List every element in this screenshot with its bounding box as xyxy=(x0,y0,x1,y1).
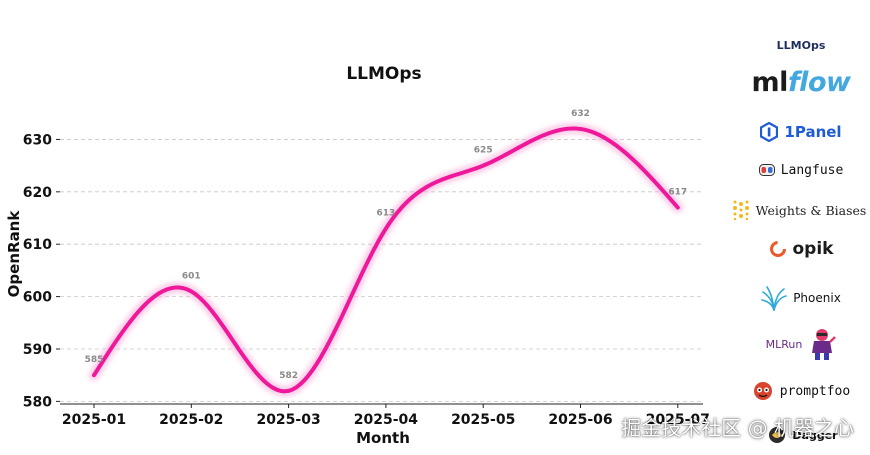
y-tick-label: 610 xyxy=(23,237,52,253)
logo-dagger: Dagger xyxy=(763,424,843,446)
x-tick-label: 2025-04 xyxy=(354,412,419,428)
x-tick-label: 2025-07 xyxy=(646,412,710,428)
logo-llmops-header: LLMOps xyxy=(776,38,826,52)
langfuse-icon xyxy=(758,164,775,176)
dagger-icon xyxy=(769,427,786,443)
data-label: 582 xyxy=(279,371,298,381)
y-tick-label: 580 xyxy=(23,394,52,410)
y-tick-label: 590 xyxy=(23,342,52,358)
x-tick-label: 2025-05 xyxy=(451,412,515,428)
y-tick-label: 620 xyxy=(23,185,52,201)
x-tick-label: 2025-06 xyxy=(548,412,612,428)
logo-1panel: 1Panel xyxy=(733,120,869,144)
data-label: 613 xyxy=(377,208,396,218)
data-label: 601 xyxy=(182,271,201,281)
opik-ring-icon xyxy=(769,241,786,257)
logo-mlflow: mlflow xyxy=(733,62,869,102)
x-tick-label: 2025-03 xyxy=(256,412,320,428)
axes xyxy=(56,138,703,408)
mlrun-mascot-icon xyxy=(812,329,837,360)
phoenix-bird-icon xyxy=(761,286,787,311)
logo-promptfoo: promptfoo xyxy=(733,378,869,404)
logo-weights-biases: Weights & Biases xyxy=(728,198,870,222)
data-label: 617 xyxy=(668,188,687,198)
promptfoo-mascot-icon xyxy=(753,382,772,400)
mlflow-wordmark: mlflow xyxy=(751,66,851,98)
logo-mlrun: MLRun xyxy=(733,326,869,362)
1panel-hexagon-icon xyxy=(760,122,779,142)
y-axis-label: OpenRank xyxy=(5,210,23,298)
data-label: 625 xyxy=(474,146,493,156)
y-tick-labels: 580 590 600 610 620 630 xyxy=(23,132,52,410)
grid-lines xyxy=(60,139,703,402)
data-label: 585 xyxy=(85,355,104,365)
y-tick-label: 630 xyxy=(23,132,52,148)
x-tick-labels: 2025-01 2025-02 2025-03 2025-04 2025-05 2025-… xyxy=(62,412,710,428)
x-tick-label: 2025-01 xyxy=(62,412,126,428)
watermark: 掘金技术社区 @ 机器之心 xyxy=(621,416,854,440)
y-tick-label: 600 xyxy=(23,290,52,306)
series-line xyxy=(88,122,684,397)
series-line-path xyxy=(92,126,680,394)
logo-langfuse: Langfuse xyxy=(733,159,869,181)
data-labels: 585 601 582 613 625 632 617 xyxy=(85,109,688,381)
logo-phoenix: Phoenix xyxy=(733,283,869,313)
series-glow xyxy=(88,122,684,397)
wandb-dots-icon xyxy=(732,200,749,221)
x-axis-label: Month xyxy=(356,429,410,447)
logo-opik: opik xyxy=(733,237,869,261)
chart-title: LLMOps xyxy=(346,64,421,84)
x-tick-label: 2025-02 xyxy=(159,412,223,428)
data-label: 632 xyxy=(571,109,590,119)
